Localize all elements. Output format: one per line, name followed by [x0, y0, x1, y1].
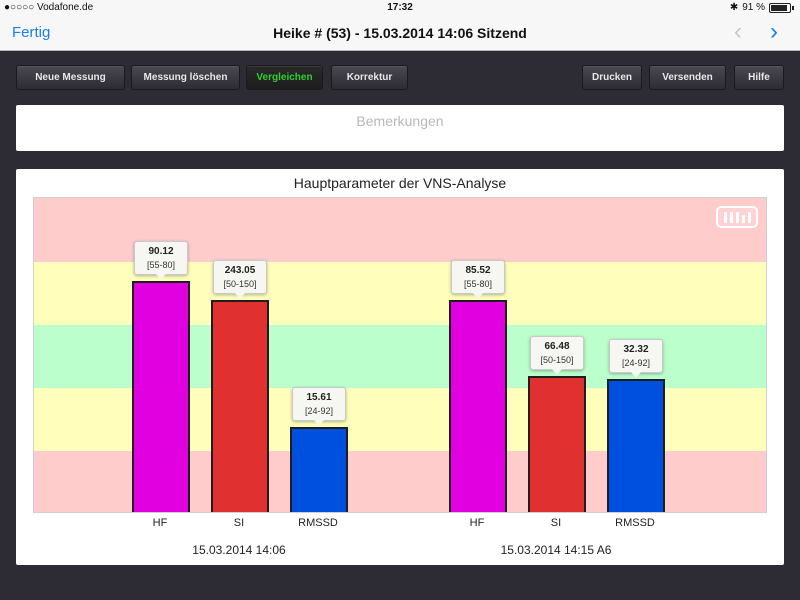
chart-title: Hauptparameter der VNS-Analyse	[293, 175, 507, 191]
navigation-bar: Fertig Heike # (53) - 15.03.2014 14:06 S…	[0, 16, 800, 51]
new-measurement-button[interactable]: Neue Messung	[16, 65, 125, 90]
correction-button[interactable]: Korrektur	[331, 65, 408, 90]
delete-measurement-button[interactable]: Messung löschen	[131, 65, 240, 90]
status-bar: ●○○○○ Vodafone.de 17:32 ✱ 91 %	[0, 0, 800, 16]
value-tooltip-hf-1: 90.12 [55-80]	[134, 241, 188, 280]
range-label: [55-80]	[463, 279, 493, 289]
range-label: [24-92]	[304, 406, 334, 416]
value-tooltip-rmssd-2: 32.32 [24-92]	[609, 339, 663, 378]
bar-chart-icon[interactable]	[716, 206, 758, 228]
value-label: 32.32	[623, 344, 649, 355]
value-label: 90.12	[148, 246, 174, 257]
battery-icon	[769, 2, 791, 13]
bar-si-1	[211, 300, 269, 512]
value-tooltip-hf-2: 85.52 [55-80]	[451, 260, 505, 299]
compare-button[interactable]: Vergleichen	[246, 65, 323, 90]
battery-status: ✱ 91 %	[730, 2, 794, 13]
send-button[interactable]: Versenden	[649, 65, 726, 90]
bar-rmssd-2	[607, 379, 665, 512]
bar-hf-2	[449, 300, 507, 512]
x-tick-label: RMSSD	[298, 517, 338, 529]
chevron-right-icon[interactable]: ›	[770, 18, 778, 45]
x-tick-label: HF	[152, 517, 168, 529]
page-title: Heike # (53) - 15.03.2014 14:06 Sitzend	[273, 25, 527, 41]
chart-panel: Hauptparameter der VNS-Analyse 90.12 [55-…	[16, 169, 784, 565]
value-tooltip-si-2: 66.48 [50-150]	[530, 336, 584, 375]
bar-hf-1	[132, 281, 190, 512]
battery-percent: 91 %	[742, 2, 765, 13]
range-label: [50-150]	[223, 279, 257, 289]
help-button[interactable]: Hilfe	[734, 65, 784, 90]
clock: 17:32	[387, 2, 413, 13]
value-tooltip-rmssd-1: 15.61 [24-92]	[292, 387, 346, 426]
bar-si-2	[528, 376, 586, 512]
chevron-left-icon[interactable]: ‹	[734, 18, 742, 45]
value-label: 243.05	[224, 265, 256, 276]
value-label: 85.52	[465, 265, 491, 276]
group-label: 15.03.2014 14:15 A6	[500, 543, 612, 557]
plot-area: 90.12 [55-80] 243.05 [50-150] 15.61 [24-92] 85…	[33, 197, 767, 513]
remarks-placeholder: Bemerkungen	[356, 113, 444, 129]
group-label: 15.03.2014 14:06	[192, 543, 286, 557]
x-tick-label: RMSSD	[615, 517, 655, 529]
carrier-label: ●○○○○ Vodafone.de	[4, 2, 94, 13]
remarks-field[interactable]: Bemerkungen	[16, 105, 784, 151]
value-tooltip-si-1: 243.05 [50-150]	[213, 260, 267, 299]
print-button[interactable]: Drucken	[582, 65, 642, 90]
battery-tip	[792, 5, 794, 10]
range-label: [55-80]	[146, 260, 176, 270]
range-label: [50-150]	[540, 355, 574, 365]
value-label: 66.48	[544, 341, 570, 352]
done-button[interactable]: Fertig	[12, 24, 51, 41]
bar-rmssd-1	[290, 427, 348, 512]
x-tick-label: SI	[550, 517, 562, 529]
bluetooth-icon: ✱	[729, 2, 739, 13]
range-label: [24-92]	[621, 358, 651, 368]
value-label: 15.61	[306, 392, 332, 403]
x-tick-label: HF	[469, 517, 485, 529]
x-tick-label: SI	[233, 517, 245, 529]
